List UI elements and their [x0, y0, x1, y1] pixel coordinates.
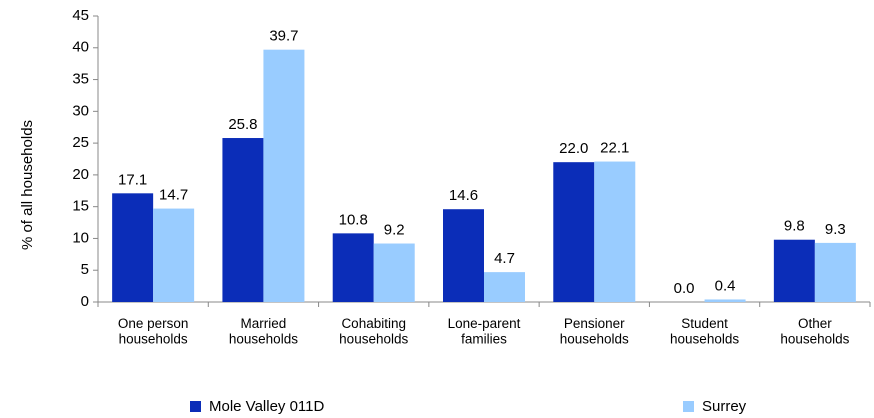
bar — [553, 162, 595, 302]
x-tick-label: Other households — [780, 316, 849, 347]
y-tick-label: 25 — [72, 134, 89, 151]
bar — [153, 208, 195, 302]
bar — [112, 193, 154, 302]
x-tick-label: Lone-parent families — [448, 316, 521, 347]
bar — [704, 299, 746, 302]
y-tick-label: 20 — [72, 166, 89, 183]
value-label: 17.1 — [118, 171, 147, 188]
bar — [594, 161, 636, 302]
y-tick-label: 5 — [81, 261, 89, 278]
bar — [263, 49, 305, 302]
x-tick-label: Student households — [670, 316, 739, 347]
value-label: 10.8 — [339, 211, 368, 228]
y-axis-label: % of all households — [19, 120, 36, 250]
bar — [773, 239, 815, 302]
value-label: 4.7 — [494, 250, 515, 267]
value-label: 9.2 — [384, 221, 405, 238]
y-tick-label: 35 — [72, 71, 89, 88]
y-tick-label: 45 — [72, 7, 89, 24]
value-label: 22.0 — [559, 140, 588, 157]
y-tick-label: 0 — [81, 293, 89, 310]
value-label: 9.3 — [825, 221, 846, 238]
bar — [443, 209, 484, 302]
legend-swatch — [683, 401, 694, 412]
y-tick-label: 40 — [72, 39, 89, 56]
bar — [332, 233, 374, 302]
bar — [814, 242, 856, 302]
y-tick-label: 15 — [72, 198, 89, 215]
x-tick-label: Pensioner households — [560, 316, 629, 347]
x-tick-label: One person households — [118, 316, 189, 347]
value-label: 9.8 — [784, 218, 805, 235]
bar — [373, 243, 415, 302]
value-label: 0.4 — [715, 277, 736, 294]
y-tick-label: 10 — [72, 229, 89, 246]
value-label: 25.8 — [228, 116, 257, 133]
x-tick-label: Cohabiting households — [339, 316, 408, 347]
value-label: 22.1 — [600, 140, 629, 157]
y-tick-label: 30 — [72, 102, 89, 119]
bar — [222, 138, 264, 302]
x-tick-label: Married households — [229, 316, 298, 347]
legend-label: Mole Valley 011D — [209, 398, 325, 415]
legend-label: Surrey — [702, 398, 747, 415]
value-label: 0.0 — [674, 280, 695, 297]
bar — [484, 272, 525, 302]
value-label: 14.6 — [449, 187, 478, 204]
value-label: 14.7 — [159, 187, 188, 204]
value-label: 39.7 — [269, 28, 298, 45]
legend-swatch — [190, 401, 201, 412]
